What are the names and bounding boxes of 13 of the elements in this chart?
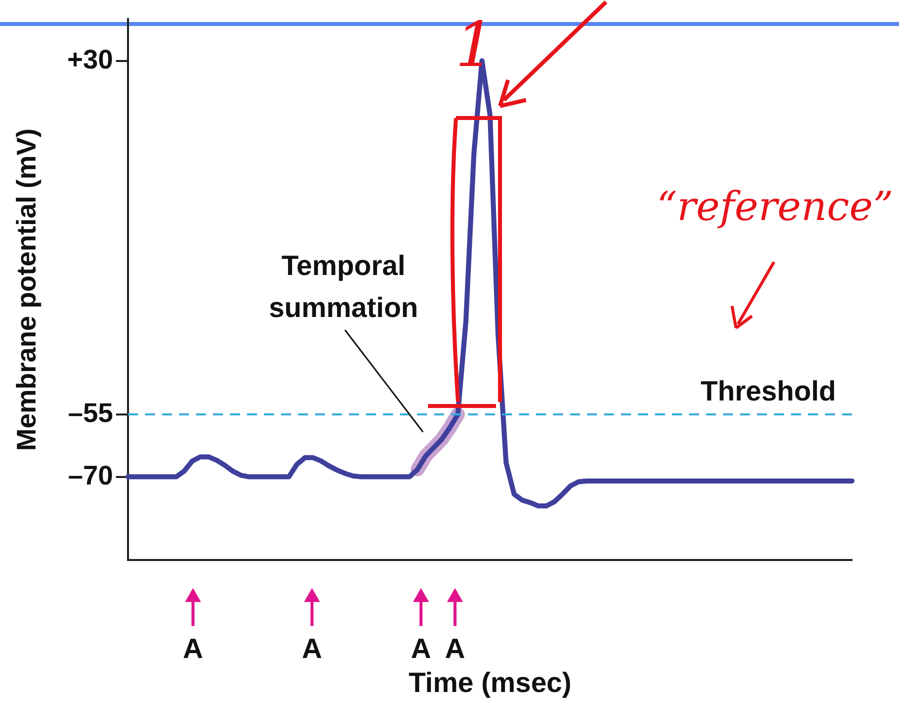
text: A xyxy=(410,633,432,665)
text: A xyxy=(182,633,204,665)
annotation: 1 xyxy=(454,8,496,81)
annotation: “reference” xyxy=(656,184,894,230)
y-tick-label: –55 xyxy=(68,398,113,428)
y-axis-title: Membrane potential (mV) xyxy=(12,128,42,451)
annotation: Temporal summation xyxy=(268,249,420,325)
x-axis-title: Time (msec) xyxy=(408,666,572,698)
ref-line-label: Threshold xyxy=(700,375,836,406)
text: A xyxy=(444,633,466,665)
text: A xyxy=(300,633,324,665)
y-tick-label: +30 xyxy=(67,44,113,74)
y-tick-label: –70 xyxy=(68,460,113,490)
